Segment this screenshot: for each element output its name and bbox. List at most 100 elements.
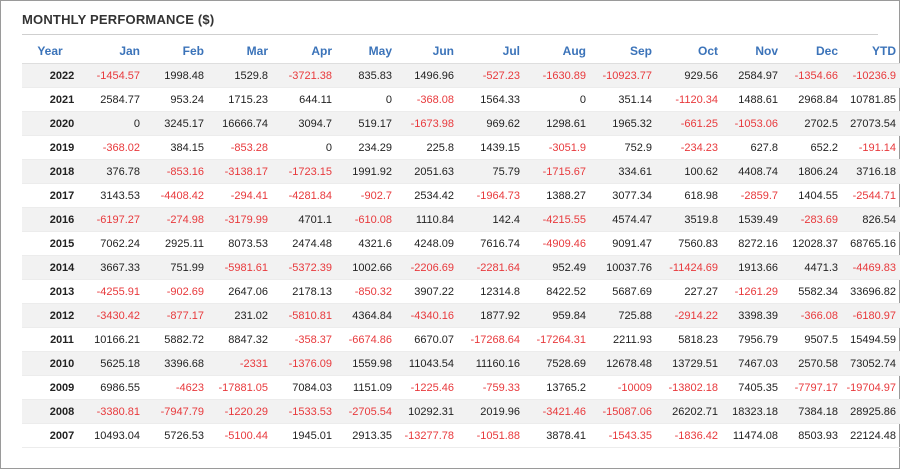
value-cell: -15087.06	[590, 399, 656, 424]
value-cell: -294.41	[208, 183, 272, 208]
value-cell: 1945.01	[272, 423, 336, 448]
value-cell: -661.25	[656, 111, 722, 136]
value-cell: 3396.68	[144, 351, 208, 376]
value-cell: 231.02	[208, 303, 272, 328]
value-cell: 1529.8	[208, 63, 272, 88]
value-cell: 376.78	[78, 159, 144, 184]
value-cell: 3907.22	[396, 279, 458, 304]
value-cell: 22124.48	[842, 423, 900, 448]
value-cell: -366.08	[782, 303, 842, 328]
value-cell: -2331	[208, 351, 272, 376]
table-row: 2017 3143.53 -4408.42 -294.41 -4281.84 -902.7…	[22, 183, 900, 208]
value-cell: 2570.58	[782, 351, 842, 376]
value-cell: 4574.47	[590, 207, 656, 232]
column-header-jul: Jul	[458, 38, 524, 64]
value-cell: 7560.83	[656, 231, 722, 256]
value-cell: 7062.24	[78, 231, 144, 256]
value-cell: 5882.72	[144, 327, 208, 352]
value-cell: -17268.64	[458, 327, 524, 352]
value-cell: -13277.78	[396, 423, 458, 448]
value-cell: -10009	[590, 375, 656, 400]
value-cell: -283.69	[782, 207, 842, 232]
value-cell: 8073.53	[208, 231, 272, 256]
column-header-oct: Oct	[656, 38, 722, 64]
value-cell: 12678.48	[590, 351, 656, 376]
value-cell: 227.27	[656, 279, 722, 304]
column-header-ytd: YTD	[842, 38, 900, 64]
value-cell: 75.79	[458, 159, 524, 184]
value-cell: -3138.17	[208, 159, 272, 184]
value-cell: -1836.42	[656, 423, 722, 448]
value-cell: 1404.55	[782, 183, 842, 208]
value-cell: 751.99	[144, 255, 208, 280]
value-cell: 15494.59	[842, 327, 900, 352]
year-cell: 2022	[22, 63, 78, 88]
value-cell: 1151.09	[336, 375, 396, 400]
value-cell: 2019.96	[458, 399, 524, 424]
value-cell: -11424.69	[656, 255, 722, 280]
value-cell: 18323.18	[722, 399, 782, 424]
value-cell: 1991.92	[336, 159, 396, 184]
table-row: 2021 2584.77 953.24 1715.23 644.11 0 -368.08 15…	[22, 87, 900, 112]
value-cell: -1261.29	[722, 279, 782, 304]
table-row: 2011 10166.21 5882.72 8847.32 -358.37 -6674.8…	[22, 327, 900, 352]
value-cell: -234.23	[656, 135, 722, 160]
value-cell: 2968.84	[782, 87, 842, 112]
value-cell: 4701.1	[272, 207, 336, 232]
table-row: 2010 5625.18 3396.68 -2331 -1376.09 1559.98 11…	[22, 351, 900, 376]
value-cell: -4215.55	[524, 207, 590, 232]
value-cell: 384.15	[144, 135, 208, 160]
value-cell: 0	[78, 111, 144, 136]
table-row: 2015 7062.24 2925.11 8073.53 2474.48 4321.6 42…	[22, 231, 900, 256]
year-cell: 2015	[22, 231, 78, 256]
value-cell: 519.17	[336, 111, 396, 136]
value-cell: 952.49	[524, 255, 590, 280]
value-cell: -1220.29	[208, 399, 272, 424]
value-cell: -4408.42	[144, 183, 208, 208]
value-cell: -5810.81	[272, 303, 336, 328]
value-cell: -358.37	[272, 327, 336, 352]
year-cell: 2011	[22, 327, 78, 352]
value-cell: 1539.49	[722, 207, 782, 232]
value-cell: 1488.61	[722, 87, 782, 112]
value-cell: 3398.39	[722, 303, 782, 328]
value-cell: -610.08	[336, 207, 396, 232]
value-cell: 1388.27	[524, 183, 590, 208]
value-cell: -7947.79	[144, 399, 208, 424]
value-cell: 334.61	[590, 159, 656, 184]
value-cell: -191.14	[842, 135, 900, 160]
value-cell: 10493.04	[78, 423, 144, 448]
value-cell: 12314.8	[458, 279, 524, 304]
value-cell: 10037.76	[590, 255, 656, 280]
value-cell: 10781.85	[842, 87, 900, 112]
table-row: 2008 -3380.81 -7947.79 -1220.29 -1533.53 -270…	[22, 399, 900, 424]
value-cell: -6674.86	[336, 327, 396, 352]
value-cell: 73052.74	[842, 351, 900, 376]
table-row: 2018 376.78 -853.16 -3138.17 -1723.15 1991.92…	[22, 159, 900, 184]
value-cell: -10923.77	[590, 63, 656, 88]
value-cell: -4340.16	[396, 303, 458, 328]
value-cell: 3094.7	[272, 111, 336, 136]
value-cell: -2705.54	[336, 399, 396, 424]
value-cell: 11474.08	[722, 423, 782, 448]
value-cell: 2474.48	[272, 231, 336, 256]
value-cell: 3716.18	[842, 159, 900, 184]
year-cell: 2014	[22, 255, 78, 280]
value-cell: -4623	[144, 375, 208, 400]
value-cell: -850.32	[336, 279, 396, 304]
value-cell: 9507.5	[782, 327, 842, 352]
value-cell: 68765.16	[842, 231, 900, 256]
value-cell: -3051.9	[524, 135, 590, 160]
value-cell: 8272.16	[722, 231, 782, 256]
value-cell: 959.84	[524, 303, 590, 328]
value-cell: -2281.64	[458, 255, 524, 280]
value-cell: -1053.06	[722, 111, 782, 136]
value-cell: 1715.23	[208, 87, 272, 112]
value-cell: -7797.17	[782, 375, 842, 400]
value-cell: -5372.39	[272, 255, 336, 280]
value-cell: 11160.16	[458, 351, 524, 376]
value-cell: 10166.21	[78, 327, 144, 352]
value-cell: 2178.13	[272, 279, 336, 304]
value-cell: 7084.03	[272, 375, 336, 400]
value-cell: -17881.05	[208, 375, 272, 400]
